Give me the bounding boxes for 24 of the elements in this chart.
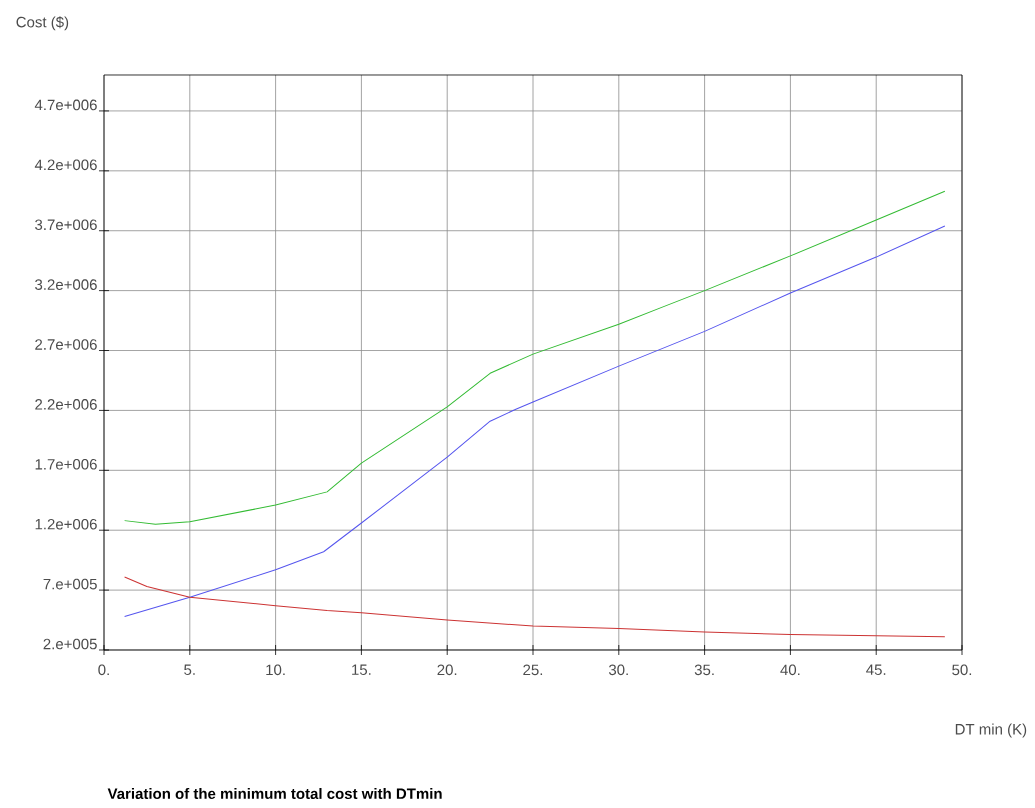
text: Variation of the minimum total cost with DTmin bbox=[107, 787, 442, 799]
x-tick-label: 45. bbox=[866, 664, 886, 675]
x-tick-label: 30. bbox=[608, 664, 628, 676]
y-tick-label: 1.7e+006 bbox=[35, 459, 97, 470]
x-tick-label: 20. bbox=[437, 664, 457, 676]
y-tick-label: 4.2e+006 bbox=[34, 159, 97, 171]
x-tick-label: 10. bbox=[266, 664, 285, 676]
y-tick-label: 4.7e+006 bbox=[34, 99, 97, 111]
x-tick-label: 35. bbox=[694, 664, 714, 676]
x-tick-label: 50. bbox=[952, 664, 972, 676]
y-tick-label: 1.2e+006 bbox=[35, 518, 97, 530]
x-axis-title: DT min (K) bbox=[955, 723, 1027, 738]
y-tick-label: 2.e+005 bbox=[43, 638, 97, 650]
y-tick-label: 7.e+005 bbox=[43, 578, 97, 590]
y-tick-label: 2.7e+006 bbox=[35, 339, 97, 350]
y-axis-title: Cost ($) bbox=[16, 16, 69, 31]
x-tick-label: 5. bbox=[184, 664, 195, 675]
x-tick-label: 40. bbox=[780, 664, 800, 676]
y-tick-label: 3.2e+006 bbox=[35, 279, 97, 290]
x-tick-label: 0. bbox=[98, 664, 109, 676]
y-tick-label: 2.2e+006 bbox=[35, 399, 97, 410]
x-tick-label: 25. bbox=[523, 664, 543, 676]
x-tick-label: 15. bbox=[352, 664, 371, 675]
y-tick-label: 3.7e+006 bbox=[35, 219, 97, 231]
